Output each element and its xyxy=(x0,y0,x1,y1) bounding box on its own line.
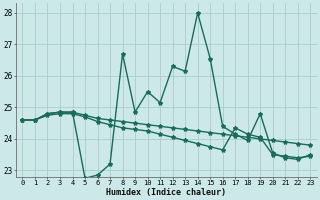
X-axis label: Humidex (Indice chaleur): Humidex (Indice chaleur) xyxy=(106,188,226,197)
